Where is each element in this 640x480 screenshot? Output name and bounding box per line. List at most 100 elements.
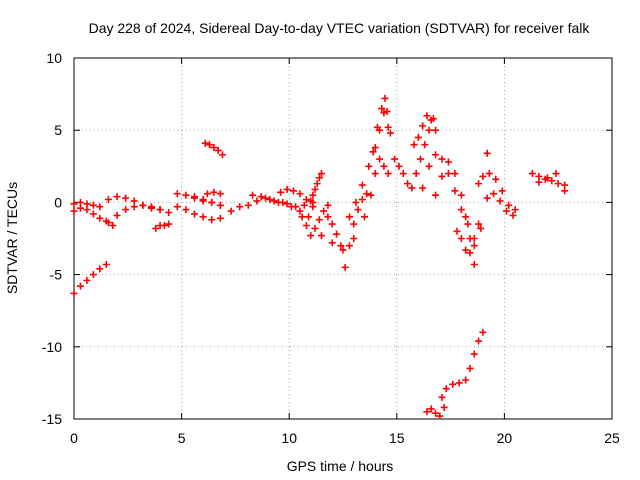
data-point <box>543 174 551 182</box>
data-point <box>236 203 244 211</box>
data-point <box>503 207 511 215</box>
data-point <box>444 170 452 178</box>
data-point <box>333 230 341 238</box>
series-arc-21to23 <box>528 170 569 195</box>
data-point <box>371 170 379 178</box>
data-point <box>300 201 308 209</box>
data-point <box>457 235 465 242</box>
data-point <box>485 170 493 178</box>
y-tick-label: -10 <box>42 339 62 355</box>
data-point <box>384 123 392 131</box>
data-point <box>462 213 470 221</box>
series-arc-storm-peak <box>369 94 394 156</box>
data-point <box>483 149 491 157</box>
data-point <box>470 350 478 358</box>
data-point <box>354 206 362 214</box>
data-point <box>432 151 440 159</box>
data-point <box>122 206 130 214</box>
x-tick-label: 0 <box>70 430 78 446</box>
data-point <box>218 151 226 159</box>
data-point <box>173 190 181 198</box>
data-point <box>315 216 323 224</box>
data-point <box>561 181 569 189</box>
data-point <box>139 201 147 209</box>
data-point <box>337 242 345 250</box>
data-point <box>470 242 478 250</box>
data-point <box>408 184 416 192</box>
data-point <box>302 196 310 204</box>
x-tick-label: 10 <box>281 430 297 446</box>
data-point <box>83 276 91 284</box>
data-point <box>113 193 121 201</box>
data-point <box>315 174 323 182</box>
series-arc-early-e <box>152 220 173 232</box>
data-point <box>535 178 543 186</box>
data-point <box>371 144 379 152</box>
series-arc-21to23-b <box>535 170 569 189</box>
data-point <box>462 376 470 384</box>
data-point <box>373 123 381 131</box>
data-point <box>182 191 190 199</box>
data-point <box>324 201 332 209</box>
data-point <box>421 141 429 149</box>
data-point <box>292 203 300 211</box>
data-point <box>453 227 461 235</box>
data-point <box>266 196 274 204</box>
data-point <box>216 190 224 198</box>
data-point <box>369 148 377 156</box>
data-point <box>466 364 474 372</box>
data-point <box>130 203 138 211</box>
data-point <box>419 122 427 130</box>
data-point <box>147 203 155 211</box>
series-arc-15 <box>391 115 437 192</box>
series-arc-6h-low <box>203 188 224 198</box>
data-point <box>339 246 347 254</box>
data-point <box>496 197 504 205</box>
data-point <box>216 201 224 209</box>
data-point <box>492 175 500 183</box>
data-point <box>470 260 478 268</box>
data-point <box>262 194 270 202</box>
data-point <box>156 206 164 214</box>
data-point <box>160 222 168 230</box>
data-point <box>384 170 392 178</box>
y-axis-label: SDTVAR / TECUs <box>4 182 20 294</box>
data-point <box>350 220 358 228</box>
data-point <box>320 207 328 215</box>
data-point <box>214 146 222 154</box>
data-point <box>283 185 291 193</box>
data-point <box>208 216 216 224</box>
data-point <box>479 328 487 336</box>
data-point <box>313 180 321 188</box>
series-arc-early-c <box>104 193 173 217</box>
data-point <box>283 200 291 208</box>
x-tick-label: 15 <box>389 430 405 446</box>
data-point <box>302 222 310 230</box>
data-point <box>438 155 446 163</box>
data-point <box>432 126 440 134</box>
data-point <box>104 219 112 227</box>
series-arc-storm-mid <box>317 155 392 254</box>
data-point <box>298 213 306 221</box>
data-point <box>436 412 444 420</box>
y-tick-label: 5 <box>54 122 62 138</box>
data-point <box>173 203 181 211</box>
data-point <box>380 162 388 170</box>
data-point <box>191 210 199 218</box>
series-arc-mid-b <box>173 203 224 224</box>
data-point <box>317 170 325 178</box>
data-point <box>425 126 433 134</box>
data-point <box>165 220 173 228</box>
x-tick-label: 5 <box>178 430 186 446</box>
data-point <box>457 206 465 214</box>
data-point <box>104 196 112 204</box>
data-point <box>477 224 485 232</box>
data-point <box>490 190 498 198</box>
data-point <box>345 213 353 221</box>
y-tick-label: -5 <box>50 267 63 283</box>
data-point <box>201 139 209 147</box>
data-point <box>378 105 386 113</box>
data-point <box>440 403 448 411</box>
data-point <box>296 190 304 198</box>
